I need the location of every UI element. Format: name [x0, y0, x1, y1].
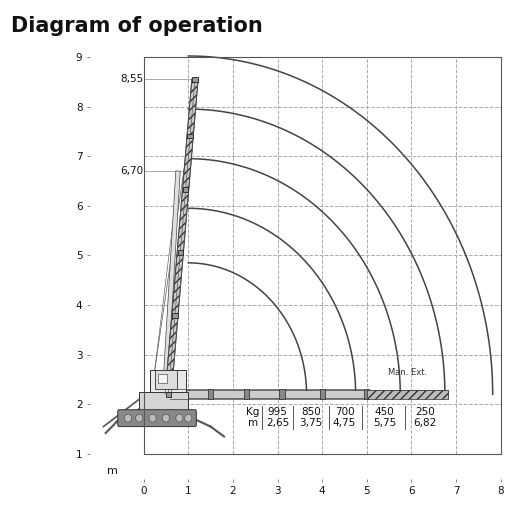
Bar — [183, 187, 188, 192]
Text: m: m — [248, 418, 258, 428]
Text: 8,55: 8,55 — [120, 74, 144, 84]
Circle shape — [149, 414, 156, 422]
Bar — [155, 369, 177, 389]
Bar — [165, 392, 171, 397]
Bar — [208, 389, 213, 399]
Text: m: m — [107, 466, 118, 476]
Circle shape — [125, 414, 131, 422]
Polygon shape — [165, 79, 198, 394]
Bar — [144, 57, 501, 454]
Bar — [188, 134, 193, 138]
Bar — [178, 250, 183, 255]
Text: 6,70: 6,70 — [120, 166, 144, 176]
Circle shape — [136, 414, 143, 422]
Text: 6,82: 6,82 — [413, 418, 437, 428]
Text: Diagram of operation: Diagram of operation — [11, 16, 262, 36]
Text: Kg: Kg — [246, 407, 260, 417]
Bar — [244, 389, 249, 399]
Bar — [151, 369, 186, 394]
Text: 3,75: 3,75 — [299, 418, 323, 428]
FancyBboxPatch shape — [118, 410, 196, 427]
Text: 850: 850 — [301, 407, 321, 417]
Text: 2,65: 2,65 — [266, 418, 289, 428]
Bar — [192, 77, 198, 82]
Text: 5,75: 5,75 — [373, 418, 396, 428]
Circle shape — [185, 414, 192, 422]
Polygon shape — [162, 171, 180, 394]
Text: 4,75: 4,75 — [333, 418, 356, 428]
Bar — [172, 313, 178, 318]
Bar — [364, 389, 369, 399]
Bar — [158, 375, 167, 383]
Bar — [171, 390, 448, 398]
Text: 250: 250 — [415, 407, 435, 417]
Circle shape — [162, 414, 170, 422]
Circle shape — [176, 414, 183, 422]
Bar — [139, 392, 188, 412]
Bar — [279, 389, 285, 399]
Bar — [367, 390, 448, 399]
Text: 700: 700 — [334, 407, 355, 417]
Text: 995: 995 — [268, 407, 287, 417]
Bar — [320, 389, 325, 399]
Text: 450: 450 — [375, 407, 394, 417]
Text: Man. Ext.: Man. Ext. — [388, 368, 427, 377]
